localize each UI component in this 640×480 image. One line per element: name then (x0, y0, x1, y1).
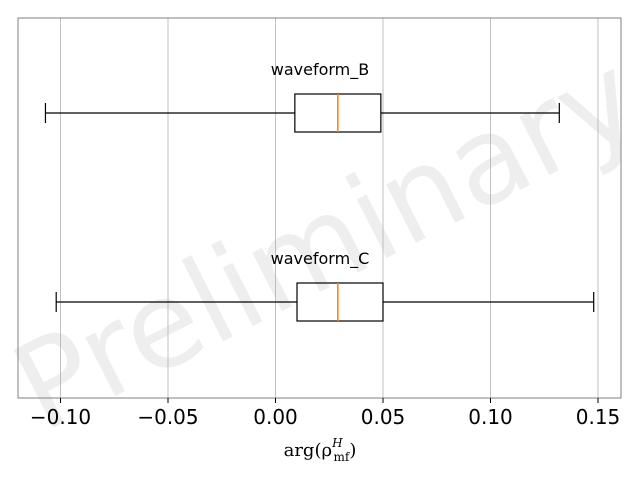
x-tick-label: 0.05 (361, 405, 406, 429)
x-axis-label-sub: mf (334, 450, 351, 464)
box-waveform_B: waveform_B (44, 60, 560, 133)
watermark: Preliminary (0, 27, 640, 459)
series-label: waveform_C (271, 249, 370, 269)
x-axis-label-sup: H (331, 436, 343, 450)
series-label: waveform_B (271, 60, 369, 80)
x-axis-label-close: ) (349, 440, 356, 461)
box-waveform_C: waveform_C (55, 249, 595, 322)
x-axis-label: arg(ρH mf) (284, 436, 357, 464)
x-tick-label: 0.00 (253, 405, 298, 429)
x-tick-label: −0.05 (137, 405, 198, 429)
x-tick-label: 0.10 (468, 405, 513, 429)
iqr-box (296, 282, 384, 322)
grid (60, 18, 599, 398)
x-axis-label-main: arg(ρ (284, 440, 332, 461)
x-tick-label: −0.10 (30, 405, 91, 429)
x-tick-label: 0.15 (576, 405, 621, 429)
boxes: waveform_B waveform_C (44, 60, 595, 322)
plot-frame (17, 17, 622, 399)
x-axis-ticks: −0.10 −0.05 0.00 0.05 0.10 0.15 (30, 398, 620, 429)
